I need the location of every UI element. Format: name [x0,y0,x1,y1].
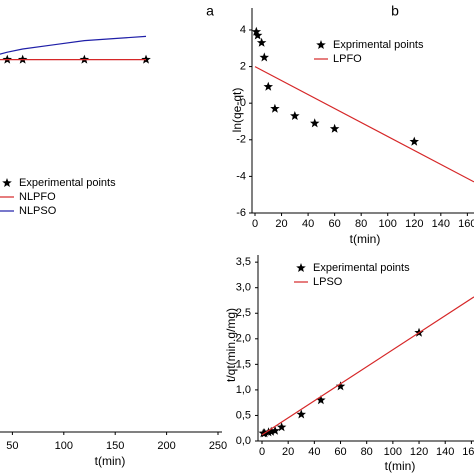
x-tick-label: 80 [361,446,373,458]
star-marker [276,422,287,432]
plot-area [0,35,151,64]
x-tick-label: 150 [106,440,124,452]
x-tick-label: 0 [259,446,265,458]
x-tick-label: 60 [334,446,346,458]
star-marker [141,54,151,64]
star-marker [335,381,346,391]
star-marker [252,30,263,40]
panel-title: b [391,3,399,19]
plot-area [252,26,474,183]
x-axis-title: t(min) [95,454,126,468]
y-tick-label: -2 [236,134,246,146]
x-tick-label: 100 [384,446,402,458]
legend-swatch [316,40,326,49]
star-marker [263,81,273,91]
x-tick-label: 140 [432,218,450,230]
star-marker [290,111,300,120]
y-tick-label: -6 [236,207,246,219]
x-tick-label: 40 [302,218,314,230]
x-tick-label: 20 [282,446,294,458]
x-tick-label: 20 [275,218,287,230]
star-marker [310,118,320,128]
x-tick-label: 100 [379,218,397,230]
star-marker [259,52,269,62]
x-axis-title: t(min) [385,459,416,473]
legend-label: Experimental points [313,262,410,274]
series-line [0,35,147,55]
y-tick-label: 4 [240,24,246,36]
y-tick-label: -4 [236,170,246,182]
star-marker [266,426,276,436]
x-tick-label: 250 [209,440,227,452]
x-tick-label: 160 [458,218,474,230]
series-line [254,66,474,183]
x-tick-label: 80 [355,218,367,230]
panel-title: a [206,3,214,19]
x-tick-label: 200 [157,440,175,452]
x-axis-title: t(min) [350,232,381,246]
legend-swatch [2,178,12,187]
star-marker [409,136,419,146]
star-marker [270,425,280,435]
x-tick-label: 120 [405,218,423,230]
y-tick-label: 2,0 [236,333,251,345]
x-tick-label: 120 [410,446,428,458]
y-tick-label: 2,5 [236,307,251,319]
legend-label: NLPFO [19,191,56,203]
y-tick-label: 3,5 [236,256,251,268]
y-tick-label: 0,5 [236,409,251,421]
star-marker [270,103,280,113]
legend-swatch [296,263,306,272]
legend-label: NLPSO [19,205,57,217]
series-line [261,296,474,436]
star-marker [316,395,326,405]
star-marker [296,409,306,419]
x-tick-label: 140 [436,446,454,458]
x-tick-label: 0 [252,218,258,230]
y-tick-label: 1,5 [236,358,251,370]
x-tick-label: 100 [55,440,73,452]
star-marker [252,26,262,36]
legend-label: Exprimental points [333,39,424,51]
x-tick-label: 50 [6,440,18,452]
y-axis-title: ln(qe-qt) [230,88,244,133]
legend-label: Experimental points [19,177,116,189]
y-tick-label: 0,0 [236,435,251,447]
y-tick-label: 1,0 [236,384,251,396]
legend-label: LPFO [333,53,362,65]
legend-label: LPSO [313,276,343,288]
x-tick-label: 40 [308,446,320,458]
y-tick-label: 3,0 [236,282,251,294]
star-marker [329,123,340,133]
x-tick-label: 60 [329,218,341,230]
x-tick-label: 160 [462,446,474,458]
star-marker [256,37,267,47]
y-tick-label: 0 [240,97,246,109]
y-tick-label: 2 [240,60,246,72]
y-axis-title: t/qt(min.g/mg) [224,308,238,382]
plot-area [258,296,474,438]
